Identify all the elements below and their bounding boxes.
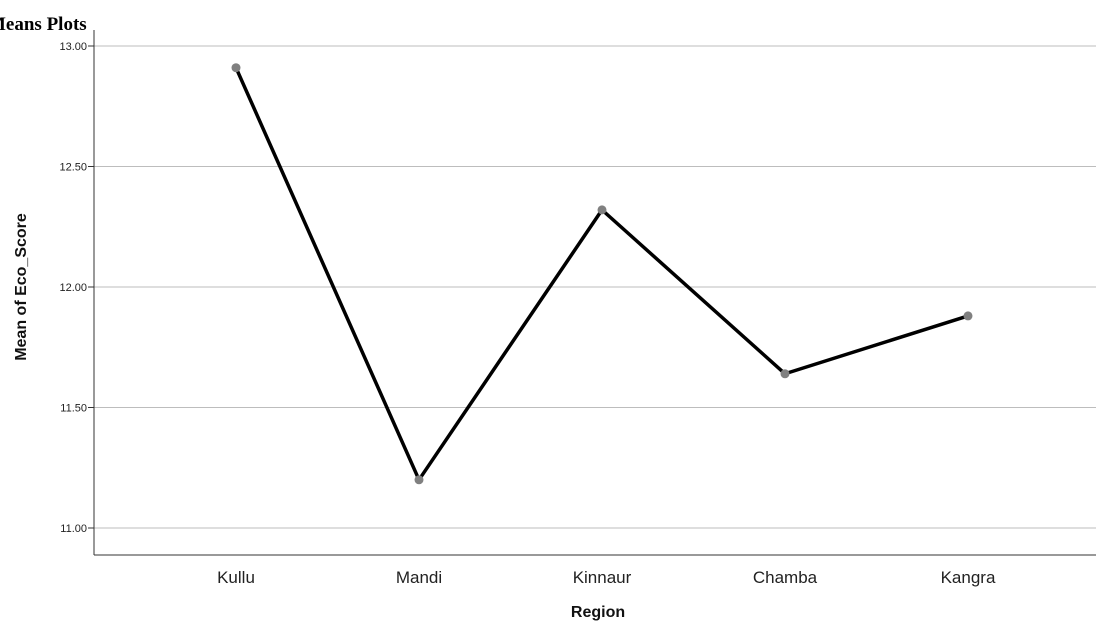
series-eco-score xyxy=(234,65,970,482)
x-tick-label: Kullu xyxy=(217,568,255,587)
data-point xyxy=(597,205,607,215)
y-tick-label: 12.50 xyxy=(59,162,87,174)
x-tick-labels: Kullu Mandi Kinnaur Chamba Kangra xyxy=(217,568,996,587)
y-tick-label: 12.00 xyxy=(59,282,87,294)
data-point xyxy=(780,369,790,379)
x-tick-label: Kinnaur xyxy=(573,568,632,587)
y-axis-title: Mean of Eco_Score xyxy=(13,213,30,361)
data-point xyxy=(231,63,241,73)
y-tick-labels: 11.00 11.50 12.00 12.50 13.00 xyxy=(59,41,94,535)
series-markers xyxy=(231,63,973,485)
y-tick-label: 11.50 xyxy=(60,403,87,415)
x-tick-label: Chamba xyxy=(753,568,818,587)
x-tick-label: Mandi xyxy=(396,568,442,587)
data-point xyxy=(963,311,973,321)
y-tick-label: 13.00 xyxy=(59,41,87,53)
section-title: Means Plots xyxy=(0,14,87,35)
axes xyxy=(93,30,1096,556)
x-axis-title: Region xyxy=(571,604,625,621)
series-line xyxy=(234,65,970,482)
data-point xyxy=(414,475,424,485)
gridlines xyxy=(94,45,1096,529)
x-tick-label: Kangra xyxy=(941,568,996,587)
y-tick-label: 11.00 xyxy=(60,523,87,535)
